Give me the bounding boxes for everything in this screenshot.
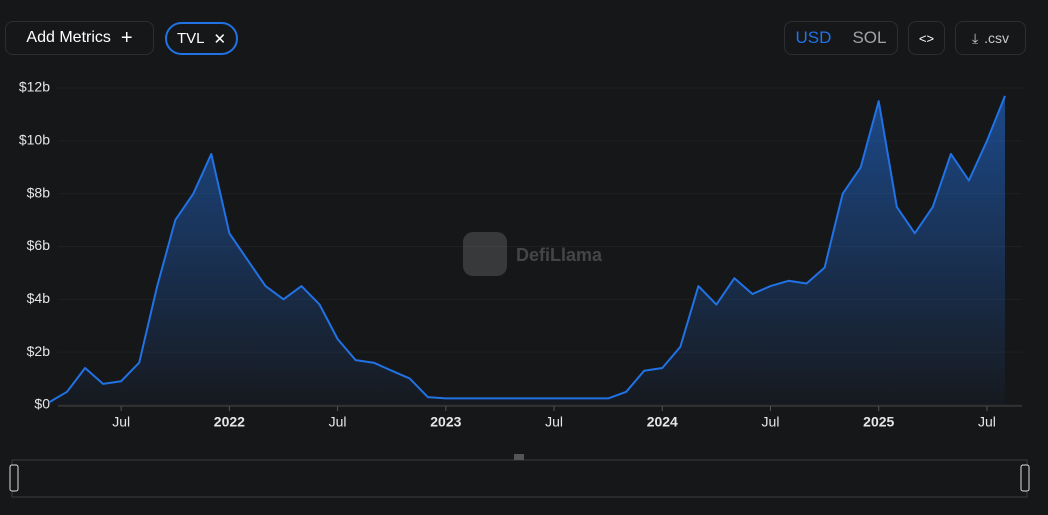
y-tick-label: $8b xyxy=(27,184,51,200)
x-tick-label: Jul xyxy=(978,414,996,430)
tvl-line xyxy=(48,95,1006,404)
add-metrics-button[interactable]: Add Metrics + xyxy=(5,21,154,55)
x-tick-label: Jul xyxy=(545,414,563,430)
x-tick-label: 2023 xyxy=(430,414,461,430)
currency-toggle: USD SOL xyxy=(784,21,898,55)
csv-button[interactable]: ⤓ .csv xyxy=(955,21,1026,55)
embed-button[interactable]: <> xyxy=(908,21,945,55)
brush-handle[interactable] xyxy=(1020,464,1030,492)
x-tick-label: Jul xyxy=(329,414,347,430)
brush-grip[interactable] xyxy=(514,454,524,460)
metric-chip[interactable]: TVL ✕ xyxy=(165,22,238,55)
y-tick-label: $0 xyxy=(34,396,50,412)
brush-handle[interactable] xyxy=(9,464,19,492)
csv-label: .csv xyxy=(984,30,1010,46)
x-tick-label: 2022 xyxy=(214,414,245,430)
area-fill xyxy=(49,95,1005,406)
close-icon[interactable]: ✕ xyxy=(213,30,227,48)
y-tick-label: $4b xyxy=(27,290,51,306)
plus-icon: + xyxy=(120,26,133,49)
add-metrics-label: Add Metrics xyxy=(26,29,111,46)
y-tick-label: $12b xyxy=(19,79,50,95)
x-tick-label: 2024 xyxy=(647,414,678,430)
watermark-logo xyxy=(463,232,507,276)
y-tick-label: $2b xyxy=(27,343,51,359)
download-icon: ⤓ xyxy=(971,29,979,46)
x-tick-label: 2025 xyxy=(863,414,894,430)
x-tick-label: Jul xyxy=(112,414,130,430)
metric-chip-label: TVL xyxy=(176,30,205,47)
x-tick-label: Jul xyxy=(762,414,780,430)
currency-option[interactable]: USD xyxy=(795,28,832,47)
y-tick-label: $6b xyxy=(27,237,51,253)
y-tick-label: $10b xyxy=(19,132,50,148)
currency-option[interactable]: SOL xyxy=(852,28,887,47)
watermark-text: DefiLlama xyxy=(516,245,603,265)
range-brush[interactable] xyxy=(11,459,1028,498)
watermark: DefiLlama xyxy=(463,232,603,276)
